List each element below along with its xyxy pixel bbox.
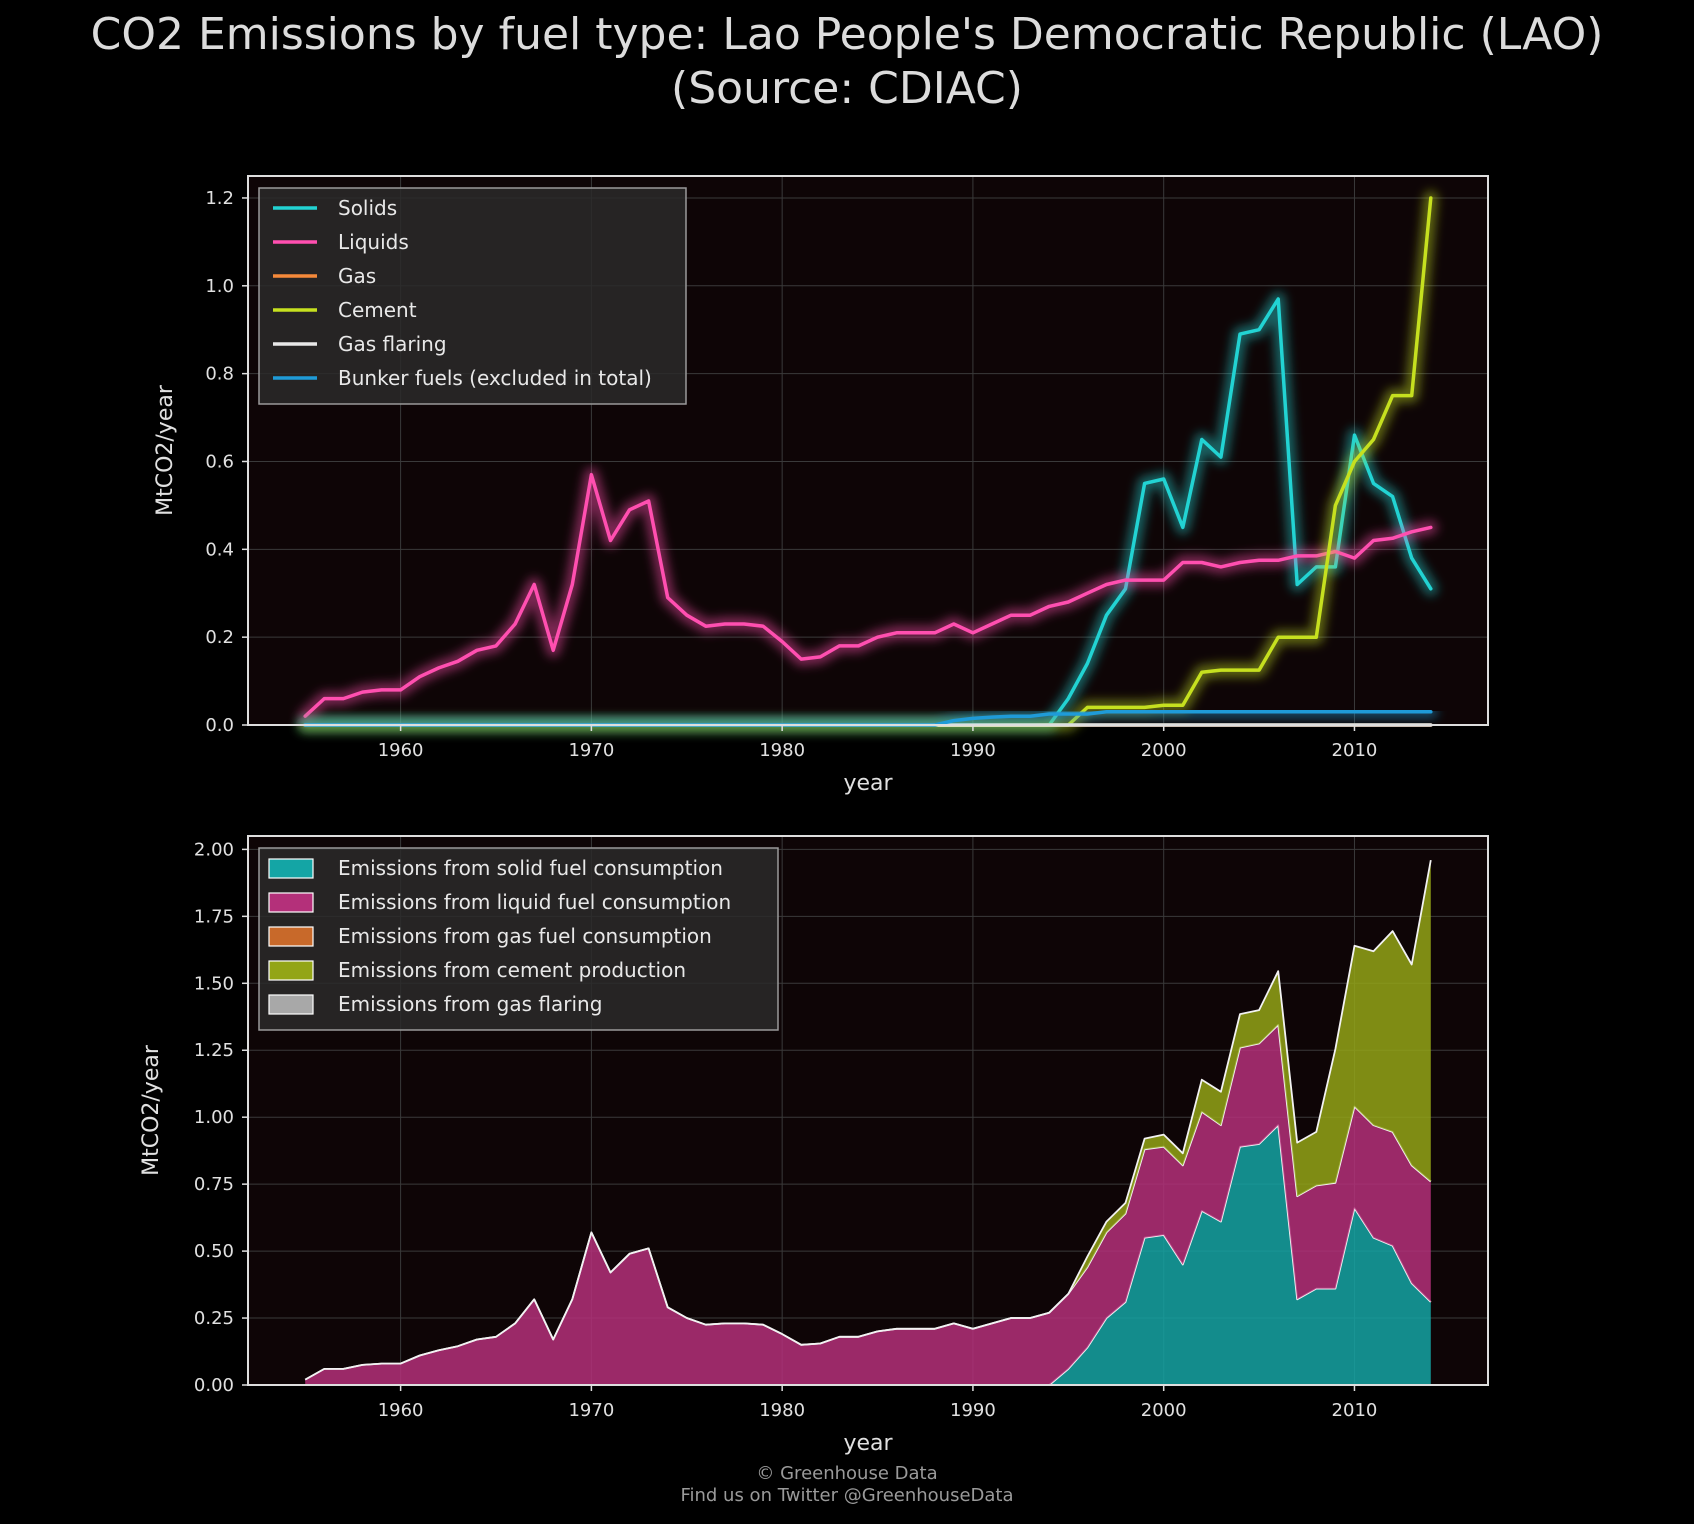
y-tick-label: 0.75 <box>194 1174 234 1195</box>
footer: © Greenhouse Data Find us on Twitter @Gr… <box>0 1463 1694 1507</box>
x-tick-label: 1980 <box>759 740 805 761</box>
footer-copyright: © Greenhouse Data <box>756 1463 938 1484</box>
y-tick-label: 0.25 <box>194 1308 234 1329</box>
footer-twitter: Find us on Twitter @GreenhouseData <box>680 1485 1014 1506</box>
legend-box <box>258 847 779 1031</box>
legend-label-gas-flaring: Gas flaring <box>338 332 447 356</box>
legend: Solids Liquids Gas Cement Gas flaring Bunker … <box>258 187 687 405</box>
area-emissions-from-solid-fuel-consumption <box>305 1125 1431 1385</box>
x-tick-label: 1990 <box>950 1400 996 1421</box>
y-axis-label: MtCO2/year <box>139 1044 164 1176</box>
y-tick-label: 0.2 <box>205 627 234 648</box>
y-tick-label: 0.0 <box>205 715 234 736</box>
x-tick-label: 1960 <box>378 1400 424 1421</box>
series-liquids <box>298 467 1438 724</box>
x-tick-label: 2010 <box>1332 1400 1378 1421</box>
title-line-2: (Source: CDIAC) <box>671 63 1023 114</box>
legend-box <box>258 187 687 405</box>
legend-label-emissions-from-gas-fuel-consumption: Emissions from gas fuel consumption <box>338 924 712 948</box>
title-line-1: CO2 Emissions by fuel type: Lao People's… <box>90 9 1604 60</box>
y-tick-label: 1.75 <box>194 906 234 927</box>
tick-labels: 1960 1970 1980 1990 2000 2010 0.0 0.2 0.4 0.6 0.8 1… <box>205 188 1377 761</box>
y-tick-label: 0.8 <box>205 364 234 385</box>
legend-label-bunker-fuels-excluded-in-total: Bunker fuels (excluded in total) <box>338 366 652 390</box>
plot-frame <box>247 175 1489 726</box>
legend-swatch-emissions-from-solid-fuel-consumption <box>268 858 314 879</box>
chart-title: CO2 Emissions by fuel type: Lao People's… <box>0 8 1694 116</box>
legend-label-gas: Gas <box>338 264 376 288</box>
stacked-area-chart-panel: 1960 1970 1980 1990 2000 2010 0.00 0.25 0.50 0.75… <box>139 835 1489 1456</box>
x-axis-label: year <box>843 1431 893 1456</box>
x-tick-label: 1970 <box>568 740 614 761</box>
legend-swatch-emissions-from-gas-fuel-consumption <box>268 926 314 947</box>
y-tick-label: 1.00 <box>194 1107 234 1128</box>
x-tick-label: 1980 <box>759 1400 805 1421</box>
y-tick-label: 0.6 <box>205 451 234 472</box>
y-tick-label: 0.00 <box>194 1375 234 1396</box>
x-tick-label: 2010 <box>1332 740 1378 761</box>
series-line-liquids <box>303 472 1433 718</box>
x-tick-label: 1970 <box>568 1400 614 1421</box>
x-tick-label: 1990 <box>950 740 996 761</box>
plot-frame <box>247 835 1489 1386</box>
x-axis-label: year <box>843 771 893 796</box>
tick-labels: 1960 1970 1980 1990 2000 2010 0.00 0.25 0.50 0.75… <box>194 839 1377 1421</box>
legend-label-emissions-from-liquid-fuel-consumption: Emissions from liquid fuel consumption <box>338 890 731 914</box>
x-tick-label: 2000 <box>1141 1400 1187 1421</box>
y-tick-label: 1.0 <box>205 276 234 297</box>
area-emissions-from-liquid-fuel-consumption <box>305 1024 1431 1385</box>
legend-label-emissions-from-gas-flaring: Emissions from gas flaring <box>338 992 602 1016</box>
y-axis-label: MtCO2/year <box>153 384 178 516</box>
area-edge-emissions-from-cement-production <box>304 859 1432 1381</box>
y-tick-label: 1.2 <box>205 188 234 209</box>
legend-label-liquids: Liquids <box>338 230 409 254</box>
y-tick-label: 2.00 <box>194 839 234 860</box>
legend-label-cement: Cement <box>338 298 417 322</box>
x-tick-label: 2000 <box>1141 740 1187 761</box>
legend-swatch-emissions-from-gas-flaring <box>268 994 314 1015</box>
y-tick-label: 1.50 <box>194 973 234 994</box>
legend-swatch-emissions-from-cement-production <box>268 960 314 981</box>
x-tick-label: 1960 <box>378 740 424 761</box>
y-tick-label: 0.4 <box>205 539 234 560</box>
legend: Emissions from solid fuel consumption Emi… <box>258 847 779 1031</box>
legend-label-emissions-from-cement-production: Emissions from cement production <box>338 958 686 982</box>
legend-label-emissions-from-solid-fuel-consumption: Emissions from solid fuel consumption <box>338 856 723 880</box>
legend-swatch-emissions-from-liquid-fuel-consumption <box>268 892 314 913</box>
y-tick-label: 0.50 <box>194 1241 234 1262</box>
legend-label-solids: Solids <box>338 196 397 220</box>
y-tick-label: 1.25 <box>194 1040 234 1061</box>
line-chart-panel: 1960 1970 1980 1990 2000 2010 0.0 0.2 0.4 0.6 0.8 1… <box>153 175 1489 796</box>
